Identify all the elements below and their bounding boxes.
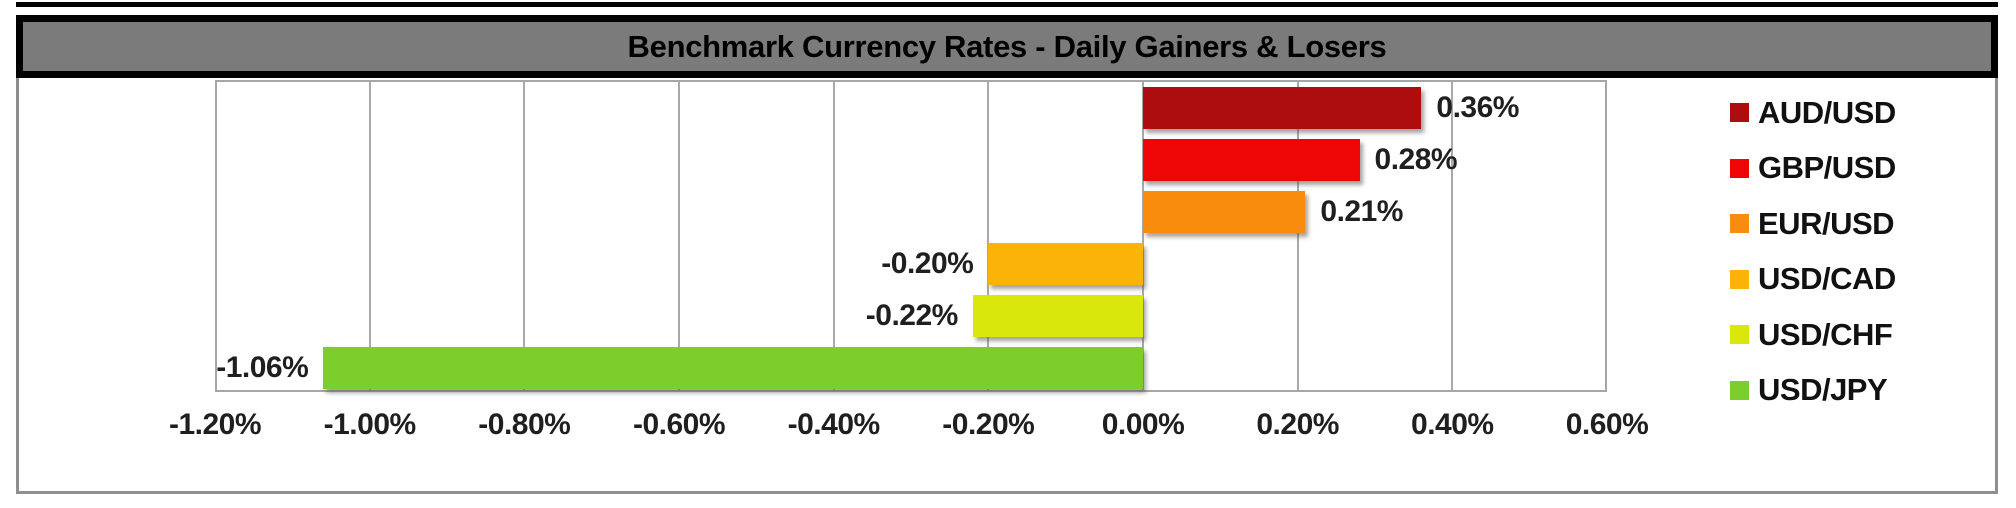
data-label-aud-usd: 0.36% (1436, 91, 1519, 124)
legend-label: AUD/USD (1758, 94, 1896, 130)
gridline (1451, 82, 1454, 390)
legend-label: EUR/USD (1758, 205, 1895, 241)
x-tick-label: -1.20% (168, 408, 262, 441)
x-tick-label: 0.20% (1256, 408, 1339, 441)
gridline (987, 82, 990, 390)
data-label-usd-cad: -0.20% (881, 247, 974, 280)
bar-gbp-usd (1143, 139, 1360, 181)
data-label-usd-jpy: -1.06% (216, 351, 309, 384)
gridline (1142, 82, 1144, 390)
legend-swatch-icon (1730, 380, 1749, 400)
gridline (1296, 82, 1299, 390)
legend-label: USD/CHF (1758, 316, 1893, 352)
plot-area (215, 80, 1607, 392)
x-tick-label: 0.40% (1411, 408, 1494, 441)
legend-item-usd-cad: USD/CAD (1730, 261, 1896, 296)
chart-title: Benchmark Currency Rates - Daily Gainers… (627, 28, 1387, 64)
legend-item-gbp-usd: GBP/USD (1730, 150, 1896, 185)
legend-swatch-icon (1730, 325, 1749, 344)
x-tick-label: -0.40% (787, 408, 881, 441)
data-label-eur-usd: 0.21% (1320, 195, 1403, 228)
x-tick-label: -1.00% (323, 408, 417, 441)
legend-swatch-icon (1730, 103, 1749, 122)
bar-usd-jpy (323, 347, 1143, 389)
x-tick-label: -0.80% (478, 408, 571, 441)
legend-label: GBP/USD (1758, 150, 1896, 185)
chart-title-bar: Benchmark Currency Rates - Daily Gainers… (16, 15, 1998, 78)
legend-swatch-icon (1730, 158, 1749, 178)
legend-item-eur-usd: EUR/USD (1730, 205, 1896, 241)
data-label-gbp-usd: 0.28% (1374, 143, 1458, 176)
bar-eur-usd (1143, 191, 1306, 233)
legend: AUD/USD GBP/USD EUR/USD USD/CAD USD/CHF USD/J… (1730, 94, 1896, 430)
gridline (832, 82, 835, 390)
legend-label: USD/JPY (1758, 372, 1888, 407)
bar-aud-usd (1143, 87, 1422, 129)
legend-swatch-icon (1730, 269, 1749, 289)
legend-item-usd-jpy: USD/JPY (1730, 372, 1896, 407)
x-tick-label: 0.60% (1565, 408, 1649, 441)
x-tick-label: -0.60% (632, 408, 726, 441)
x-tick-label: -0.20% (942, 408, 1035, 441)
legend-label: USD/CAD (1758, 261, 1896, 296)
x-tick-label: 0.00% (1101, 408, 1185, 441)
legend-swatch-icon (1730, 214, 1749, 233)
top-border-strip (16, 2, 1998, 7)
gridline (678, 82, 680, 390)
gridline (368, 82, 371, 390)
data-label-usd-chf: -0.22% (865, 299, 959, 332)
legend-item-usd-chf: USD/CHF (1730, 316, 1896, 352)
gridline (523, 82, 526, 390)
legend-item-aud-usd: AUD/USD (1730, 94, 1896, 130)
bar-usd-chf (972, 295, 1143, 337)
bar-usd-cad (988, 243, 1143, 285)
